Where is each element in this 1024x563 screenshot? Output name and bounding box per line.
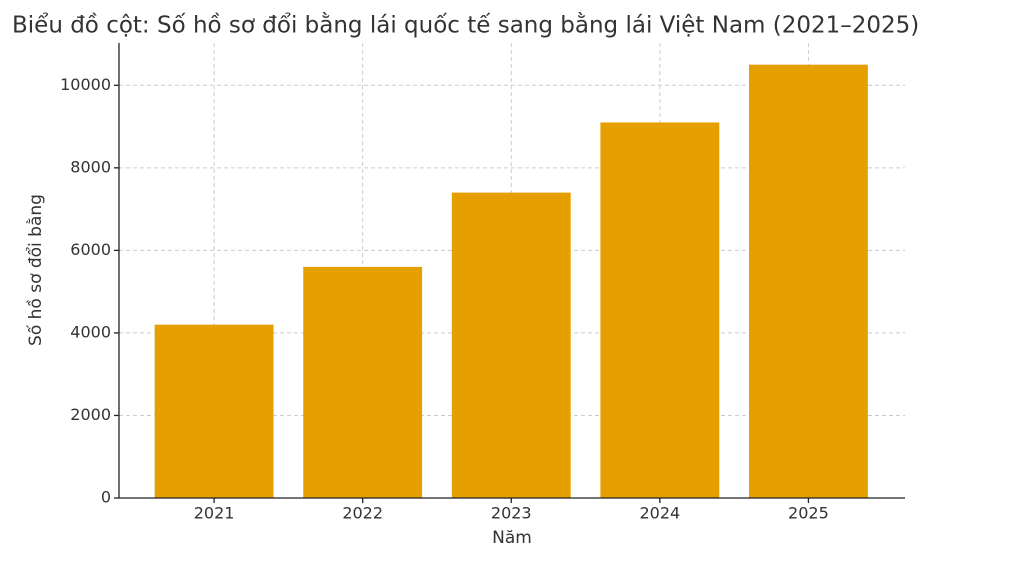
x-tick-label: 2024 (639, 504, 680, 523)
y-tick-label: 10000 (60, 75, 111, 94)
x-tick-label: 2022 (342, 504, 383, 523)
chart-title: Biểu đồ cột: Số hồ sơ đổi bằng lái quốc … (12, 12, 919, 39)
y-tick-label: 8000 (70, 157, 111, 176)
bar (600, 122, 720, 498)
bar (303, 266, 423, 498)
bar (451, 192, 571, 498)
y-axis-label: Số hồ sơ đổi bằng (25, 194, 46, 346)
x-tick-label: 2023 (491, 504, 532, 523)
x-axis-label: Năm (492, 528, 532, 548)
y-tick-label: 4000 (70, 322, 111, 341)
bar (154, 324, 274, 498)
y-tick-label: 0 (101, 488, 111, 507)
y-tick-label: 6000 (70, 240, 111, 259)
bar (748, 64, 868, 499)
x-tick-label: 2021 (194, 504, 235, 523)
y-tick-label: 2000 (70, 405, 111, 424)
x-tick-label: 2025 (788, 504, 829, 523)
